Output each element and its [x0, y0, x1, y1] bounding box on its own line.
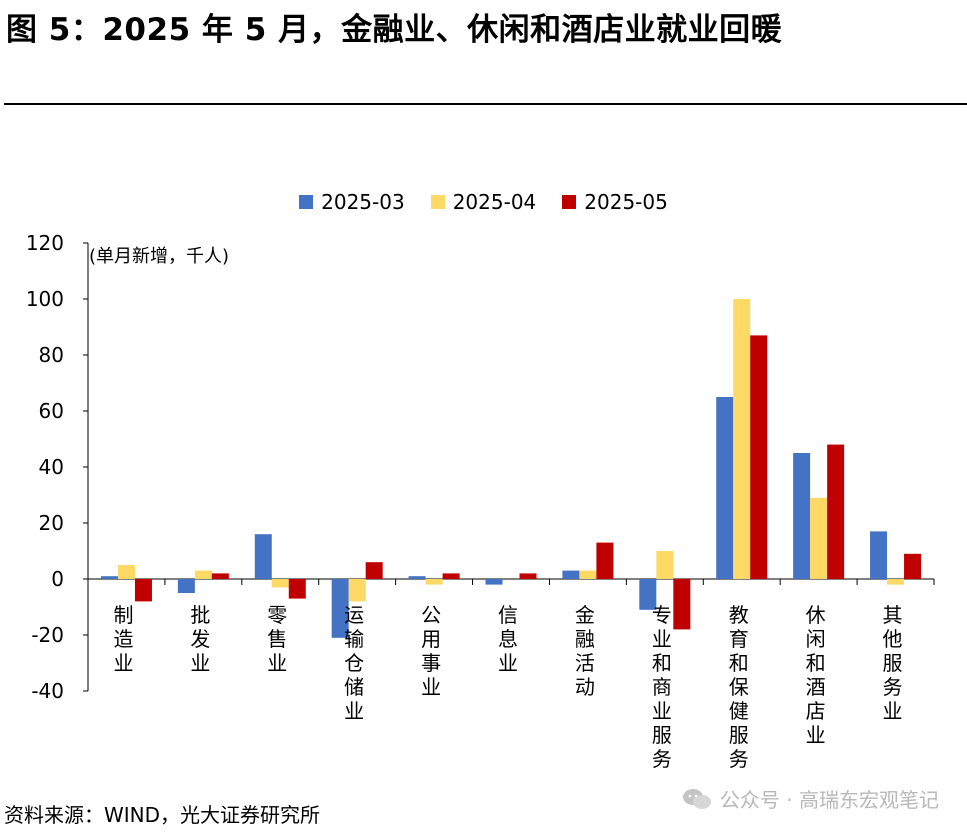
- category-label: 金融活动: [575, 603, 595, 699]
- legend-label-2: 2025-05: [584, 190, 668, 214]
- bar-2025-03-4: [408, 576, 426, 579]
- bar-2025-05-0: [134, 579, 152, 602]
- legend-swatch-0: [299, 195, 314, 209]
- category-label: 运输仓储业: [344, 603, 364, 723]
- bar-2025-04-3: [348, 579, 366, 602]
- legend: 2025-03 2025-04 2025-05: [0, 190, 967, 214]
- bar-2025-05-4: [442, 573, 460, 579]
- legend-swatch-2: [562, 195, 577, 209]
- bar-2025-03-5: [485, 579, 503, 585]
- y-tick-label: 120: [26, 231, 64, 255]
- y-tick-label: 0: [51, 567, 64, 591]
- bar-2025-05-2: [288, 579, 306, 599]
- bar-2025-03-7: [639, 579, 657, 610]
- y-tick-label: 20: [39, 511, 64, 535]
- bar-2025-05-9: [827, 444, 845, 579]
- bar-2025-03-9: [793, 453, 811, 579]
- bar-2025-05-7: [673, 579, 691, 630]
- category-label: 公用事业: [421, 603, 441, 699]
- unit-label: (单月新增，千人): [89, 246, 230, 267]
- bar-2025-04-6: [579, 570, 597, 579]
- bar-2025-03-8: [716, 397, 734, 579]
- bar-2025-04-8: [733, 299, 751, 579]
- y-tick-label: -20: [31, 623, 64, 647]
- bar-2025-04-7: [656, 551, 674, 579]
- y-tick-label: 40: [39, 455, 64, 479]
- bar-2025-03-6: [562, 570, 580, 579]
- watermark-text: 公众号 · 高瑞东宏观笔记: [719, 788, 939, 812]
- bar-2025-05-1: [211, 573, 229, 579]
- bar-2025-05-10: [904, 553, 922, 579]
- y-tick-label: -40: [31, 679, 64, 703]
- category-label: 零售业: [267, 603, 287, 675]
- bar-2025-03-1: [177, 579, 195, 593]
- legend-label-1: 2025-04: [452, 190, 537, 214]
- chart-title: 图 5：2025 年 5 月，金融业、休闲和酒店业就业回暖: [6, 12, 783, 48]
- bar-2025-04-9: [810, 497, 828, 579]
- y-tick-label: 100: [26, 287, 64, 311]
- wechat-icon: [682, 788, 712, 810]
- y-tick-label: 60: [39, 399, 64, 423]
- bar-2025-03-0: [100, 576, 118, 579]
- y-tick-label: 80: [39, 343, 64, 367]
- bar-2025-04-4: [425, 579, 443, 585]
- category-label: 休闲和酒店业: [806, 603, 826, 747]
- title-divider: [4, 103, 967, 105]
- category-label: 专业和商业服务: [652, 603, 672, 771]
- bar-2025-03-3: [331, 579, 349, 638]
- legend-label-0: 2025-03: [321, 190, 405, 214]
- source-note: 资料来源：WIND，光大证券研究所: [4, 803, 321, 827]
- category-label: 其他服务业: [883, 603, 903, 723]
- category-label: 信息业: [498, 603, 518, 675]
- bar-2025-03-10: [870, 531, 888, 579]
- bar-2025-04-10: [887, 579, 905, 585]
- category-label: 批发业: [190, 603, 210, 675]
- legend-item-1: 2025-04: [430, 190, 537, 214]
- bar-2025-05-3: [365, 562, 383, 579]
- bar-2025-04-2: [271, 579, 289, 588]
- bar-2025-05-5: [519, 573, 537, 579]
- category-label: 制造业: [113, 603, 133, 675]
- legend-swatch-1: [430, 195, 445, 209]
- category-label: 教育和保健服务: [729, 603, 749, 771]
- bar-2025-05-6: [596, 542, 614, 579]
- bar-2025-05-8: [750, 335, 768, 579]
- bar-2025-03-2: [254, 534, 272, 579]
- legend-item-0: 2025-03: [299, 190, 405, 214]
- watermark: 公众号 · 高瑞东宏观笔记: [682, 784, 939, 813]
- bar-2025-04-0: [117, 565, 135, 579]
- legend-item-2: 2025-05: [562, 190, 668, 214]
- bar-2025-04-1: [194, 570, 212, 579]
